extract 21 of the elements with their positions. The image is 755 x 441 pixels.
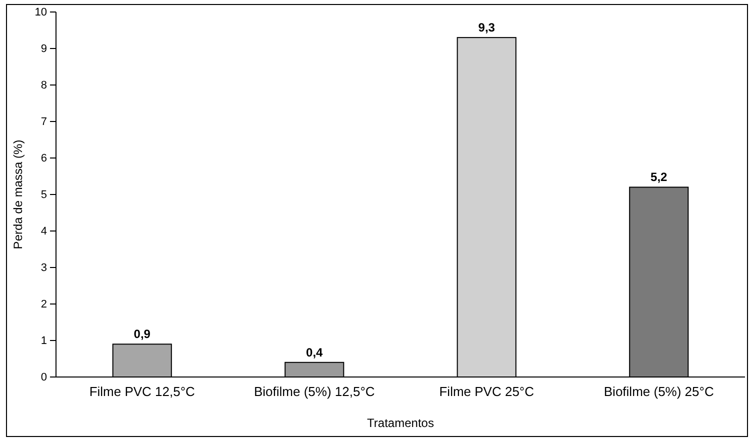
y-tick-label: 6 <box>40 152 47 165</box>
y-tick-label: 0 <box>40 372 47 384</box>
y-tick-label: 7 <box>40 116 47 128</box>
data-label: 5,2 <box>650 170 668 184</box>
y-axis-title: Perda de massa (%) <box>11 140 25 250</box>
y-tick-label: 5 <box>40 189 47 202</box>
y-tick-label: 3 <box>40 262 47 274</box>
x-tick-label: Biofilme (5%) 25°C <box>604 384 714 400</box>
x-tick-label: Biofilme (5%) 12,5°C <box>254 384 375 400</box>
x-tick-label: Filme PVC 12,5°C <box>89 384 195 400</box>
data-label: 0,9 <box>134 327 151 342</box>
y-tick-label: 4 <box>40 226 47 238</box>
data-label: 9,3 <box>478 20 496 35</box>
data-label: 0,4 <box>306 345 324 360</box>
y-tick-label: 8 <box>40 80 47 92</box>
x-tick-label: Filme PVC 25°C <box>439 384 534 400</box>
y-tick-label: 10 <box>34 6 47 19</box>
x-axis-title: Tratamentos <box>367 416 434 430</box>
y-tick-label: 2 <box>40 298 47 311</box>
y-tick-label: 9 <box>40 43 47 56</box>
y-tick-label: 1 <box>40 335 47 348</box>
